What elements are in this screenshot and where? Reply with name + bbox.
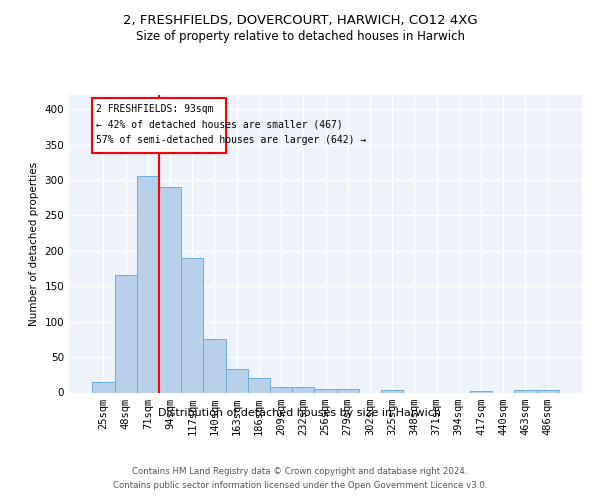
Bar [226, 369, 248, 392]
Bar [203, 340, 226, 392]
Bar [270, 387, 292, 392]
Bar [536, 390, 559, 392]
Bar [337, 389, 359, 392]
Text: 2 FRESHFIELDS: 93sqm: 2 FRESHFIELDS: 93sqm [95, 104, 213, 114]
Bar [115, 275, 137, 392]
Bar [181, 258, 203, 392]
Bar [314, 389, 337, 392]
Text: ← 42% of detached houses are smaller (467): ← 42% of detached houses are smaller (46… [95, 119, 343, 129]
Bar [381, 390, 403, 392]
Text: Distribution of detached houses by size in Harwich: Distribution of detached houses by size … [158, 408, 442, 418]
Bar [514, 390, 536, 392]
Bar [92, 382, 115, 392]
Text: 57% of semi-detached houses are larger (642) →: 57% of semi-detached houses are larger (… [95, 134, 366, 144]
Text: Contains HM Land Registry data © Crown copyright and database right 2024.: Contains HM Land Registry data © Crown c… [132, 468, 468, 476]
Text: 2, FRESHFIELDS, DOVERCOURT, HARWICH, CO12 4XG: 2, FRESHFIELDS, DOVERCOURT, HARWICH, CO1… [122, 14, 478, 27]
Text: Size of property relative to detached houses in Harwich: Size of property relative to detached ho… [136, 30, 464, 43]
Bar [470, 391, 492, 392]
Bar [92, 98, 226, 153]
Bar [137, 176, 159, 392]
Y-axis label: Number of detached properties: Number of detached properties [29, 162, 39, 326]
Bar [292, 387, 314, 392]
Text: Contains public sector information licensed under the Open Government Licence v3: Contains public sector information licen… [113, 481, 487, 490]
Bar [159, 187, 181, 392]
Bar [248, 378, 270, 392]
